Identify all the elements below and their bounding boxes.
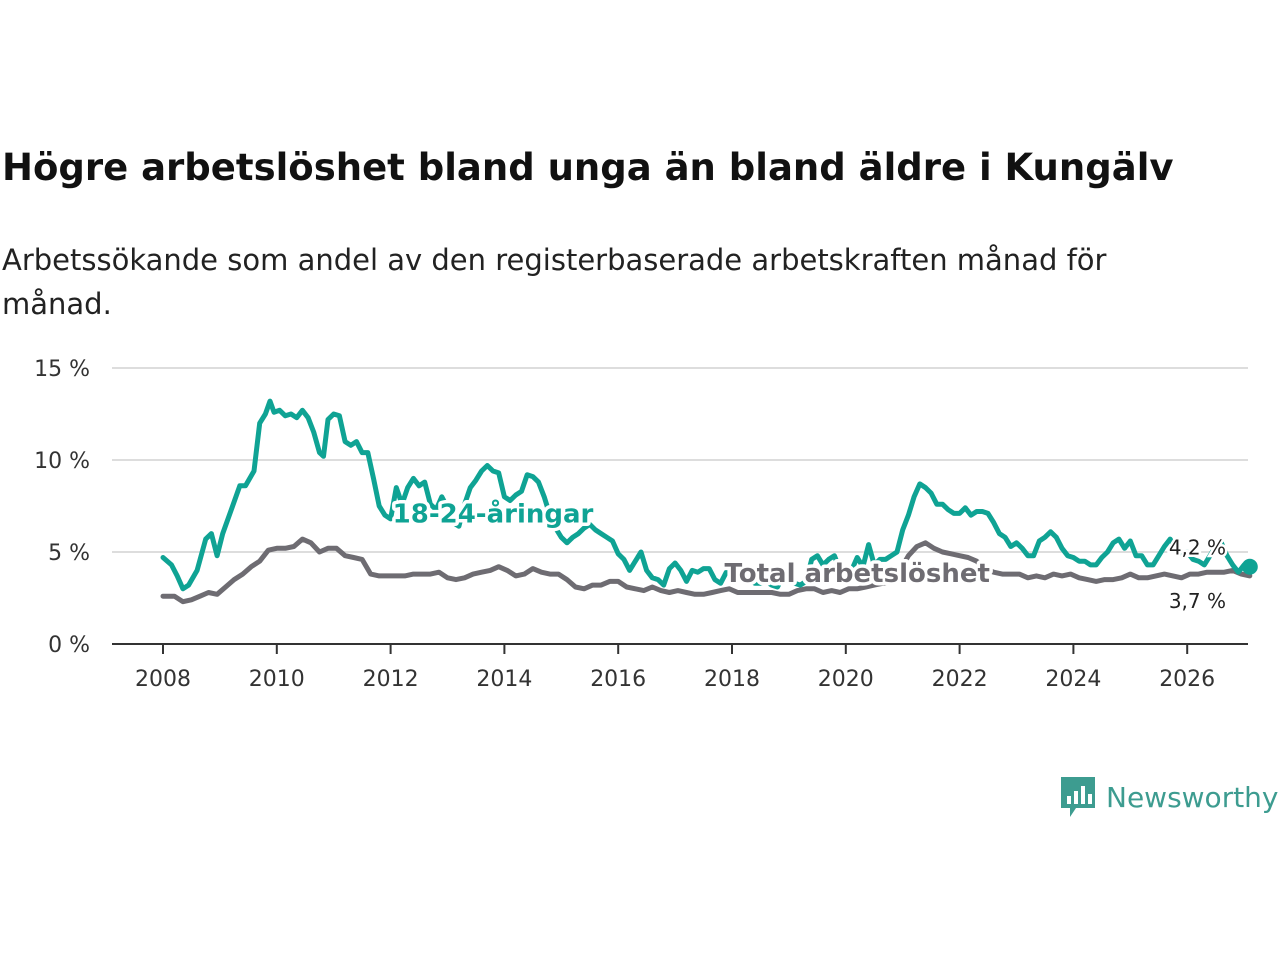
y-tick-label: 5 % <box>48 541 90 566</box>
series-label-youth: 18-24-åringar <box>393 497 594 529</box>
bar-chart-speech-bubble-icon <box>1061 777 1095 817</box>
series-line-total <box>160 536 1253 605</box>
series-label-total: Total arbetslöshet <box>724 559 989 589</box>
line-chart: 0 %5 %10 %15 % 2008 2010 2012 2014 2016 2018 2… <box>34 357 1258 692</box>
series-line-youth <box>160 398 1253 592</box>
y-tick-label: 0 % <box>48 633 90 658</box>
x-tick-label: 2018 <box>704 667 760 692</box>
end-label-total: 3,7 % <box>1169 589 1226 613</box>
end-point-marker <box>1241 558 1258 575</box>
y-axis-tick-labels: 0 % 5 % 10 % 15 % <box>34 357 90 658</box>
y-tick-label: 15 % <box>34 357 90 382</box>
x-tick-label: 2010 <box>249 667 305 692</box>
chart-title: Högre arbetslöshet bland unga än bland ä… <box>2 146 1174 189</box>
series-lines <box>160 398 1253 605</box>
newsworthy-logo: Newsworthy <box>1058 772 1279 822</box>
x-tick-label: 2026 <box>1159 667 1215 692</box>
y-tick-label: 10 % <box>34 449 90 474</box>
chart-subtitle: Arbetssökande som andel av den registerb… <box>2 243 1107 321</box>
x-tick-label: 2012 <box>363 667 419 692</box>
x-tick-label: 2014 <box>476 667 532 692</box>
brand-name: Newsworthy <box>1106 780 1279 814</box>
series-labels: 18-24-åringar Total arbetslöshet 4,2 % 3,7 … <box>389 494 1258 615</box>
x-tick-label: 2008 <box>135 667 191 692</box>
end-label-youth: 4,2 % <box>1169 536 1226 560</box>
x-tick-label: 2020 <box>818 667 874 692</box>
x-tick-label: 2024 <box>1045 667 1101 692</box>
x-tick-label: 2022 <box>932 667 988 692</box>
x-axis: 2008 2010 2012 2014 2016 2018 2020 2022 2024 2026 <box>112 643 1248 692</box>
x-tick-label: 2016 <box>590 667 646 692</box>
gridlines <box>112 367 1248 553</box>
